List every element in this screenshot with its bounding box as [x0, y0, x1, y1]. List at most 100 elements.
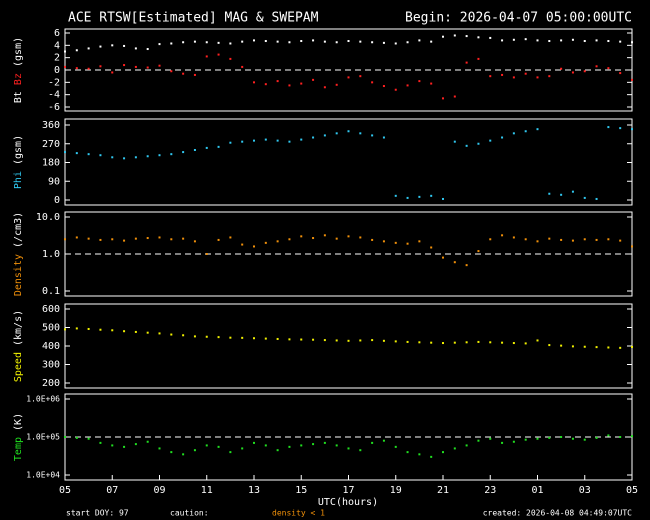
data-point — [134, 47, 137, 50]
data-point — [418, 341, 421, 344]
data-point — [111, 238, 114, 241]
data-point — [253, 81, 255, 84]
data-point — [253, 245, 255, 248]
data-point — [264, 444, 267, 447]
data-point — [158, 64, 161, 67]
y-tick-label: 6 — [54, 28, 60, 39]
data-point — [371, 339, 374, 342]
y-tick-label: 1.0E+05 — [26, 433, 60, 442]
data-point — [619, 72, 622, 75]
data-point — [87, 153, 90, 156]
data-point — [536, 128, 539, 131]
data-point — [607, 346, 610, 349]
y-tick-label: 1.0E+04 — [26, 471, 60, 480]
x-tick-label: 13 — [248, 485, 260, 496]
data-point — [394, 194, 397, 197]
y-tick-label: 0 — [54, 195, 60, 206]
data-point — [217, 53, 220, 56]
data-point — [300, 444, 303, 447]
data-point — [170, 70, 173, 73]
data-point — [335, 83, 338, 86]
data-point — [548, 75, 551, 78]
data-point — [394, 241, 397, 244]
y-axis-label-series: Temp — [13, 437, 24, 461]
y-axis-label-series: Speed — [13, 352, 24, 382]
data-point — [276, 337, 279, 340]
data-point — [347, 40, 350, 43]
footer-created: created: 2026-04-08 04:49:07UTC — [483, 509, 632, 518]
data-point — [347, 447, 350, 450]
x-tick-label: 19 — [390, 485, 402, 496]
data-point — [619, 436, 622, 438]
data-point — [430, 82, 433, 85]
y-tick-label: 4 — [54, 40, 60, 51]
y-tick-label: 200 — [42, 378, 60, 389]
data-point — [158, 154, 161, 157]
data-point — [595, 197, 598, 200]
data-point — [111, 444, 114, 447]
data-point — [595, 436, 598, 439]
data-point — [501, 341, 504, 344]
x-axis-label: UTC(hours) — [318, 497, 378, 508]
data-point — [371, 41, 374, 44]
y-axis-label-series: Phi — [13, 171, 24, 189]
x-tick-label: 03 — [579, 485, 591, 496]
data-point — [406, 41, 409, 44]
data-point — [288, 84, 291, 87]
data-point — [524, 438, 527, 441]
data-point — [64, 65, 66, 68]
data-point — [382, 136, 385, 139]
data-point — [111, 44, 114, 47]
data-point — [394, 445, 397, 448]
data-point — [264, 83, 267, 86]
data-point — [87, 437, 90, 440]
x-tick-label: 21 — [437, 485, 449, 496]
data-point — [64, 436, 66, 438]
data-point — [489, 75, 492, 78]
data-point — [512, 236, 515, 239]
data-point — [182, 72, 185, 75]
data-point — [631, 128, 633, 131]
data-point — [583, 196, 586, 199]
data-point — [465, 61, 468, 64]
data-point — [548, 344, 551, 347]
y-tick-label: 1.0E+06 — [26, 395, 60, 404]
data-point — [87, 47, 90, 50]
data-point — [536, 339, 539, 342]
data-point — [205, 146, 208, 149]
y-tick-label: 2 — [54, 53, 60, 64]
data-point — [453, 261, 456, 264]
data-point — [288, 140, 291, 143]
data-point — [123, 64, 126, 67]
data-point — [477, 439, 480, 442]
data-point — [631, 41, 633, 44]
data-point — [382, 85, 385, 88]
data-point — [182, 237, 185, 240]
data-point — [406, 196, 409, 199]
data-point — [241, 65, 244, 68]
data-point — [99, 441, 102, 444]
data-point — [75, 49, 78, 52]
y-tick-label: 180 — [42, 158, 60, 169]
data-point — [418, 453, 421, 456]
data-point — [453, 140, 456, 143]
data-point — [571, 437, 574, 440]
y-tick-label: 270 — [42, 139, 60, 150]
data-point — [276, 80, 279, 83]
data-point — [75, 152, 78, 155]
data-point — [264, 241, 267, 244]
data-point — [347, 130, 350, 133]
data-point — [193, 40, 196, 43]
y-axis-label: Phi (gsm) — [13, 135, 24, 189]
data-point — [323, 40, 326, 43]
y-tick-label: -4 — [48, 90, 60, 101]
data-point — [158, 236, 161, 239]
data-point — [477, 250, 480, 253]
data-point — [583, 40, 586, 43]
data-point — [548, 436, 551, 439]
data-point — [453, 341, 456, 344]
data-point — [335, 339, 338, 342]
data-point — [75, 236, 78, 239]
x-tick-label: 23 — [484, 485, 496, 496]
data-point — [229, 57, 232, 60]
